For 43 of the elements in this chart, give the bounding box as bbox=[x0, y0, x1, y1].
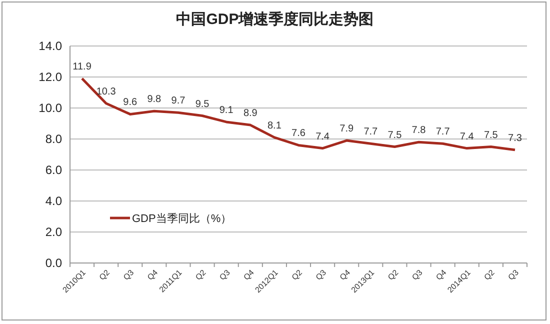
y-tick-label: 4.0 bbox=[45, 194, 62, 208]
data-label: 7.7 bbox=[436, 126, 450, 138]
data-label: 9.7 bbox=[171, 96, 186, 107]
x-tick-label: Q4 bbox=[146, 268, 160, 282]
data-label: 7.4 bbox=[460, 131, 474, 142]
y-tick-label: 14.0 bbox=[38, 39, 62, 53]
data-label: 8.1 bbox=[267, 120, 282, 132]
data-label: 9.6 bbox=[123, 97, 138, 108]
data-label: 7.4 bbox=[316, 131, 330, 142]
y-tick-label: 8.0 bbox=[45, 132, 62, 146]
x-tick-label: Q3 bbox=[410, 268, 425, 282]
data-label: 7.7 bbox=[364, 126, 378, 138]
x-tick-label: Q2 bbox=[290, 268, 304, 282]
data-label: 11.9 bbox=[72, 62, 92, 73]
chart-title: 中国GDP增速季度同比走势图 bbox=[176, 10, 374, 28]
x-tick-label: Q4 bbox=[242, 268, 256, 282]
data-label: 10.3 bbox=[96, 86, 116, 98]
y-tick-label: 2.0 bbox=[45, 225, 62, 239]
x-tick-label: Q2 bbox=[386, 268, 401, 282]
y-tick-label: 6.0 bbox=[45, 163, 62, 177]
data-label: 9.8 bbox=[147, 94, 162, 106]
data-label: 7.3 bbox=[508, 132, 522, 144]
x-tick-label: Q4 bbox=[434, 268, 449, 282]
x-tick-label: Q3 bbox=[122, 268, 136, 282]
x-tick-label: Q3 bbox=[218, 268, 232, 282]
x-tick-label: Q3 bbox=[314, 268, 328, 282]
x-tick-label: Q2 bbox=[194, 268, 208, 282]
x-tick-label: Q4 bbox=[338, 268, 352, 282]
data-label: 7.9 bbox=[340, 124, 354, 135]
data-label: 7.6 bbox=[292, 128, 306, 140]
data-label: 7.8 bbox=[412, 125, 426, 136]
data-label: 7.5 bbox=[484, 130, 498, 141]
data-label: 9.5 bbox=[195, 98, 210, 110]
x-tick-label: Q2 bbox=[98, 268, 112, 282]
data-label: 9.1 bbox=[219, 104, 234, 116]
x-tick-label: Q3 bbox=[506, 268, 521, 282]
data-label: 8.9 bbox=[243, 108, 258, 120]
x-tick-label: Q2 bbox=[482, 268, 497, 282]
y-tick-label: 12.0 bbox=[38, 70, 62, 84]
data-label: 7.5 bbox=[388, 130, 402, 141]
y-tick-label: 10.0 bbox=[38, 101, 62, 115]
y-tick-label: 0.0 bbox=[45, 256, 62, 270]
legend-label: GDP当季同比（%） bbox=[132, 212, 232, 225]
